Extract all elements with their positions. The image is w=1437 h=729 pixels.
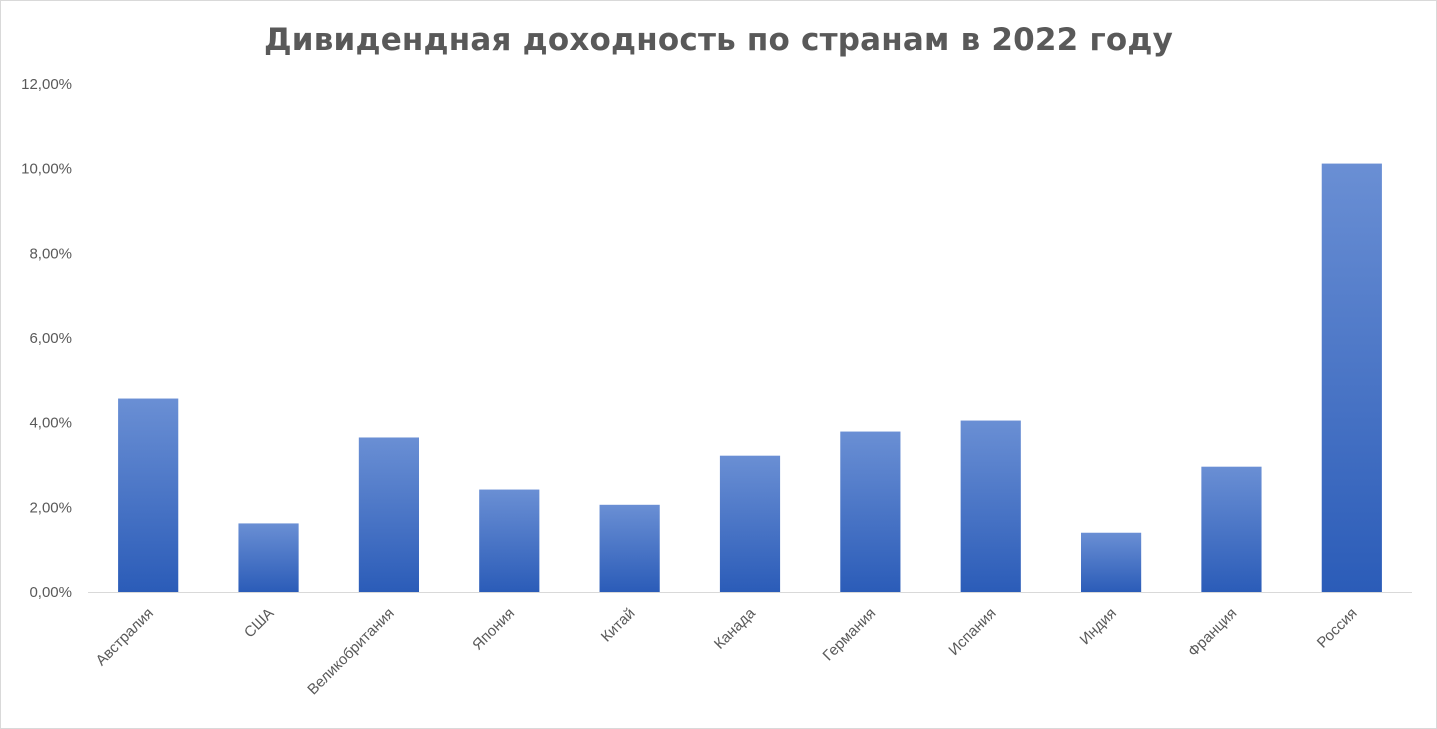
x-tick-label: Германия [820,605,880,665]
y-tick-label: 12,00% [21,76,72,93]
bar-9 [1081,532,1142,592]
x-tick-label: Франция [1185,605,1240,660]
bar-6 [719,455,781,592]
x-tick-label: Великобритания [304,605,397,698]
x-tick-label: Австралия [93,605,157,669]
bar-8 [960,420,1021,592]
x-tick-label: Испания [945,605,999,659]
bar-7 [840,431,901,592]
bar-11 [1321,163,1382,592]
y-tick-label: 0,00% [29,584,72,601]
y-tick-label: 2,00% [29,499,72,516]
x-tick-label: Россия [1314,605,1361,652]
bar-4 [479,489,540,592]
bar-3 [358,437,419,592]
x-tick-label: Индия [1077,605,1120,648]
x-tick-label: США [241,605,277,641]
bar-2 [238,523,299,592]
y-tick-label: 6,00% [29,330,72,347]
x-tick-label: Китай [598,605,639,646]
x-tick-label: Япония [469,605,518,654]
y-tick-label: 8,00% [29,245,72,262]
x-tick-label: Канада [711,604,759,652]
chart-title: Дивидендная доходность по странам в 2022… [264,22,1173,58]
bar-5 [599,504,660,592]
bar-1 [118,398,179,592]
bar-10 [1201,466,1262,592]
y-tick-label: 10,00% [21,161,72,178]
y-tick-label: 4,00% [29,415,72,432]
